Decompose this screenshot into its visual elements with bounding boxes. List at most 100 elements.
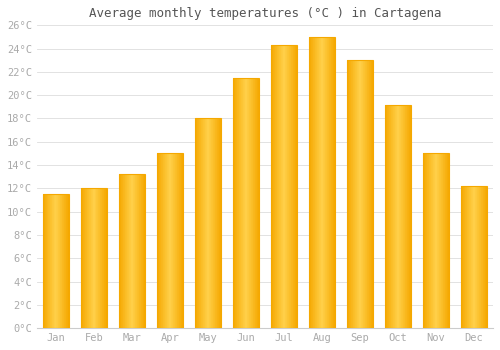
Bar [215,119,216,328]
Bar [384,105,411,328]
Bar [212,119,213,328]
Bar [464,186,466,328]
Bar [132,174,133,328]
Bar [442,153,444,328]
Bar [468,186,469,328]
Bar [436,153,438,328]
Bar [64,194,65,328]
Bar [292,45,294,328]
Bar [83,188,84,328]
Bar [448,153,450,328]
Bar [288,45,290,328]
Bar [318,37,320,328]
Bar [158,153,159,328]
Bar [123,174,124,328]
Bar [156,153,157,328]
Bar [444,153,446,328]
Bar [104,188,105,328]
Bar [284,45,286,328]
Bar [244,78,246,328]
Bar [94,188,95,328]
Bar [97,188,98,328]
Bar [166,153,167,328]
Bar [121,174,122,328]
Bar [270,45,297,328]
Bar [65,194,66,328]
Bar [170,153,171,328]
Bar [486,186,488,328]
Bar [127,174,128,328]
Bar [85,188,86,328]
Bar [120,174,121,328]
Bar [252,78,253,328]
Bar [54,194,55,328]
Bar [42,194,43,328]
Bar [208,119,209,328]
Bar [206,119,207,328]
Bar [251,78,252,328]
Bar [182,153,183,328]
Bar [217,119,218,328]
Bar [290,45,292,328]
Bar [55,194,56,328]
Bar [176,153,177,328]
Bar [209,119,210,328]
Bar [478,186,480,328]
Bar [89,188,90,328]
Bar [330,37,332,328]
Bar [356,60,358,328]
Bar [172,153,173,328]
Bar [472,186,474,328]
Bar [87,188,88,328]
Bar [232,78,259,328]
Bar [57,194,58,328]
Bar [161,153,162,328]
Bar [256,78,257,328]
Bar [164,153,165,328]
Bar [102,188,103,328]
Bar [280,45,281,328]
Title: Average monthly temperatures (°C ) in Cartagena: Average monthly temperatures (°C ) in Ca… [88,7,441,20]
Bar [163,153,164,328]
Bar [324,37,326,328]
Bar [141,174,142,328]
Bar [286,45,288,328]
Bar [220,119,221,328]
Bar [43,194,44,328]
Bar [316,37,318,328]
Bar [207,119,208,328]
Bar [328,37,330,328]
Bar [346,60,348,328]
Bar [400,105,402,328]
Bar [384,105,386,328]
Bar [201,119,202,328]
Bar [392,105,394,328]
Bar [86,188,87,328]
Bar [133,174,134,328]
Bar [408,105,410,328]
Bar [48,194,49,328]
Bar [242,78,244,328]
Bar [157,153,158,328]
Bar [88,188,89,328]
Bar [334,37,336,328]
Bar [482,186,484,328]
Bar [81,188,82,328]
Bar [194,119,221,328]
Bar [216,119,217,328]
Bar [46,194,47,328]
Bar [462,186,464,328]
Bar [430,153,432,328]
Bar [460,186,462,328]
Bar [308,37,336,328]
Bar [460,186,487,328]
Bar [130,174,131,328]
Bar [45,194,46,328]
Bar [129,174,130,328]
Bar [128,174,129,328]
Bar [438,153,440,328]
Bar [63,194,64,328]
Bar [61,194,62,328]
Bar [440,153,442,328]
Bar [93,188,94,328]
